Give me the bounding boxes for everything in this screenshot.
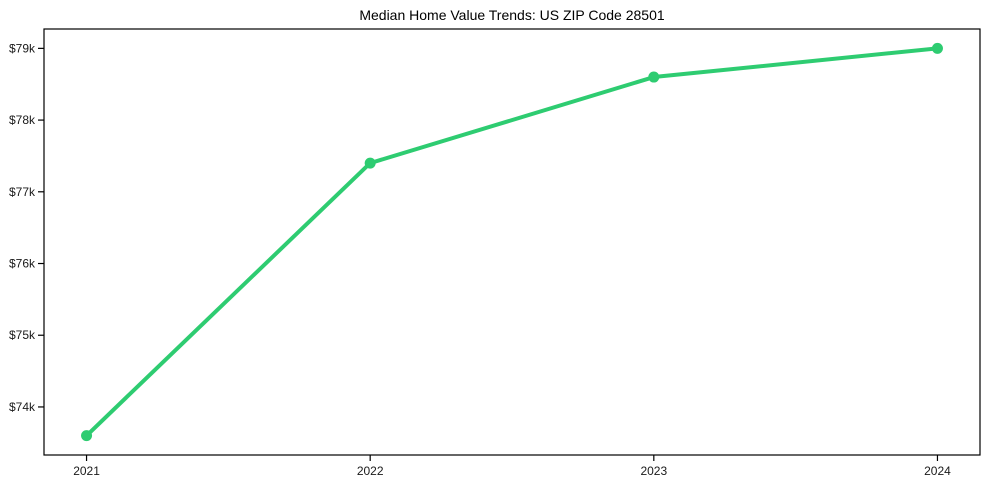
y-tick-label: $75k bbox=[9, 328, 36, 342]
data-point bbox=[81, 430, 93, 442]
data-point bbox=[364, 157, 376, 169]
y-tick-label: $79k bbox=[9, 41, 36, 55]
x-tick-label: 2022 bbox=[357, 464, 384, 478]
y-tick-label: $78k bbox=[9, 113, 36, 127]
data-point bbox=[931, 42, 943, 54]
x-tick-label: 2023 bbox=[640, 464, 667, 478]
chart-title: Median Home Value Trends: US ZIP Code 28… bbox=[359, 7, 665, 23]
y-tick-label: $77k bbox=[9, 185, 36, 199]
y-tick-label: $76k bbox=[9, 257, 36, 271]
data-point bbox=[648, 71, 660, 83]
x-tick-label: 2021 bbox=[73, 464, 100, 478]
y-tick-label: $74k bbox=[9, 400, 36, 414]
trend-line bbox=[84, 46, 940, 438]
plot-border bbox=[43, 28, 981, 456]
x-tick-label: 2024 bbox=[924, 464, 951, 478]
